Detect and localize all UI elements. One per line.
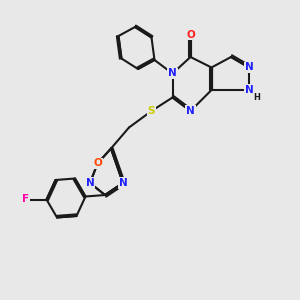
Text: N: N: [168, 68, 177, 79]
Text: N: N: [244, 85, 253, 95]
Text: N: N: [85, 178, 94, 188]
Text: N: N: [186, 106, 195, 116]
Text: H: H: [253, 93, 260, 102]
Text: O: O: [186, 29, 195, 40]
Text: F: F: [22, 194, 29, 205]
Text: S: S: [148, 106, 155, 116]
Text: N: N: [244, 62, 253, 73]
Text: O: O: [93, 158, 102, 169]
Text: N: N: [118, 178, 127, 188]
